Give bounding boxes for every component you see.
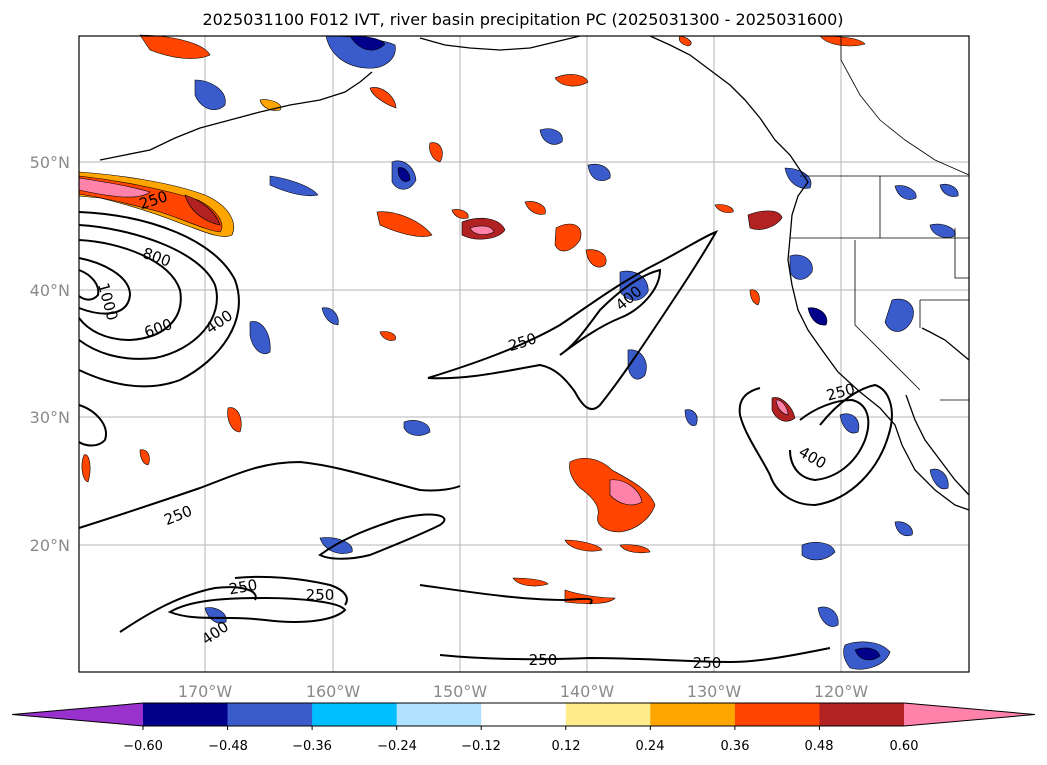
longitude-labels: 170°W 160°W 150°W 140°W 130°W 120°W [178, 682, 869, 701]
colorbar-tick: −0.48 [208, 739, 248, 754]
negative-anomaly-areas [194, 35, 959, 670]
lat-tick: 20°N [30, 536, 70, 555]
colorbar-tick: 0.12 [552, 739, 581, 754]
map-frame [78, 35, 970, 673]
colorbar-tick: 0.48 [805, 739, 834, 754]
lon-tick: 120°W [814, 682, 869, 701]
colorbar [11, 702, 1036, 730]
state-borders [790, 36, 970, 401]
lat-tick: 50°N [30, 153, 70, 172]
colorbar-tick: 0.24 [636, 739, 665, 754]
colorbar-segment [227, 703, 313, 726]
colorbar-tick: −0.36 [292, 739, 332, 754]
contour-labels: 250 800 1000 600 400 250 400 250 400 250… [94, 187, 857, 672]
colorbar-segment [396, 703, 482, 726]
lon-tick: 150°W [433, 682, 488, 701]
colorbar-segment [143, 703, 229, 726]
colorbar-tick: −0.24 [377, 739, 417, 754]
contour-label: 250 [227, 576, 258, 599]
colorbar-tick: 0.60 [890, 739, 919, 754]
positive-anomaly-areas [78, 34, 866, 604]
colorbar-tick: −0.12 [461, 739, 501, 754]
colorbar-segment [650, 703, 736, 726]
colorbar-segment [565, 703, 651, 726]
lon-tick: 160°W [306, 682, 361, 701]
colorbar-segment [312, 703, 398, 726]
chart-title: 2025031100 F012 IVT, river basin precipi… [202, 10, 843, 29]
contour-label: 250 [529, 651, 558, 669]
lat-tick: 30°N [30, 408, 70, 427]
ivt-contours [78, 211, 893, 664]
contour-label: 250 [306, 586, 335, 604]
lon-tick: 130°W [687, 682, 742, 701]
lon-tick: 140°W [560, 682, 615, 701]
contour-label: 250 [693, 654, 722, 672]
colorbar-extend-min [12, 703, 143, 726]
colorbar-tick-labels: −0.60 −0.48 −0.36 −0.24 −0.12 0.12 0.24 … [123, 739, 918, 754]
colorbar-extend-max [904, 703, 1035, 726]
coastlines [99, 35, 970, 511]
map-panel: 250 800 1000 600 400 250 400 250 400 250… [78, 34, 970, 673]
colorbar-tick: 0.36 [721, 739, 750, 754]
lat-tick: 40°N [30, 281, 70, 300]
colorbar-segment [734, 703, 820, 726]
colorbar-segment [819, 703, 905, 726]
colorbar-tick: −0.60 [123, 739, 163, 754]
colorbar-segment [481, 703, 567, 726]
lon-tick: 170°W [178, 682, 233, 701]
latitude-labels: 50°N 40°N 30°N 20°N [30, 153, 70, 555]
